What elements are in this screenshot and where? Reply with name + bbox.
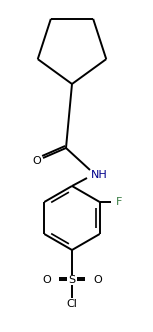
Text: O: O	[93, 275, 102, 285]
Text: O: O	[33, 156, 41, 166]
Text: S: S	[68, 275, 76, 285]
Text: NH: NH	[91, 170, 108, 180]
Text: F: F	[116, 197, 122, 207]
Text: O: O	[42, 275, 51, 285]
Text: Cl: Cl	[67, 299, 77, 309]
